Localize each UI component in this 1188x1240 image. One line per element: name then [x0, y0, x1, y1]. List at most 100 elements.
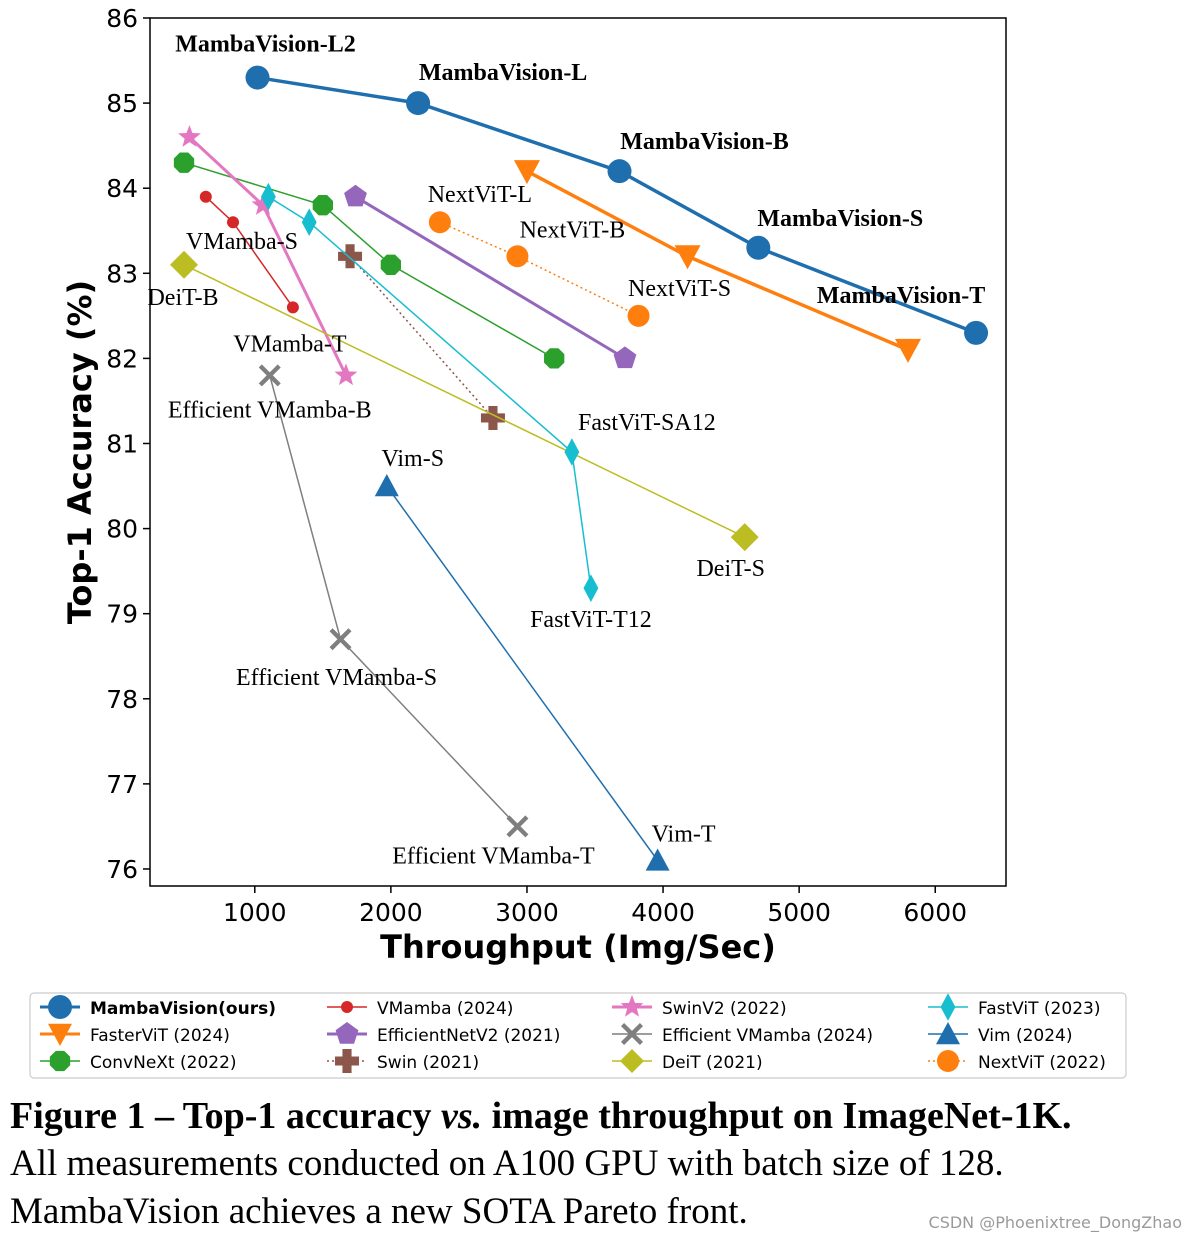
data-point: [312, 195, 333, 216]
series-line: [267, 196, 592, 589]
point-label: MambaVision-L: [419, 60, 587, 86]
legend-entry: FasterViT (2024): [40, 1023, 230, 1046]
y-axis-label: Top-1 Accuracy (%): [61, 280, 99, 624]
y-tick-label: 78: [106, 685, 138, 714]
data-point: [627, 304, 650, 327]
x-axis: 1000 2000 3000 4000 5000 6000: [223, 886, 967, 927]
accuracy-throughput-chart: 1000 2000 3000 4000 5000 6000 76 77 78 79 80 81 82 8…: [29, 4, 1127, 1079]
legend-marker: [940, 993, 956, 1021]
legend-label: SwinV2 (2022): [662, 999, 787, 1019]
legend-marker: [48, 1023, 72, 1046]
x-tick-label: 5000: [767, 898, 831, 927]
data-point: [513, 160, 540, 185]
data-point: [506, 815, 529, 838]
point-label: Efficient VMamba-T: [392, 843, 595, 869]
series-3: [199, 190, 299, 314]
data-point: [338, 244, 363, 269]
legend-marker: [341, 1001, 353, 1013]
data-point: [344, 184, 367, 207]
point-label: MambaVision-S: [757, 206, 923, 232]
series-line: [349, 255, 494, 419]
point-label: NextViT-B: [520, 217, 626, 243]
y-tick-label: 82: [106, 344, 138, 373]
x-tick-label: 1000: [223, 898, 287, 927]
legend-marker: [335, 1022, 359, 1044]
legend-marker: [936, 1022, 960, 1045]
data-point: [260, 182, 276, 211]
data-point: [406, 91, 431, 116]
series-6: [178, 125, 358, 386]
data-point: [544, 348, 565, 369]
point-label: NextViT-L: [428, 182, 532, 208]
data-point: [380, 254, 402, 275]
series-9: [260, 182, 599, 602]
x-tick-label: 6000: [903, 898, 967, 927]
data-point: [286, 301, 299, 314]
data-point: [178, 125, 201, 147]
legend-entry: NextViT (2022): [928, 1050, 1106, 1073]
data-point: [583, 574, 599, 602]
data-point: [964, 320, 989, 345]
x-tick-label: 3000: [495, 898, 559, 927]
series-10: [374, 474, 670, 871]
legend-label: Vim (2024): [978, 1026, 1072, 1046]
legend-marker: [48, 995, 72, 1019]
series-1: [513, 160, 922, 363]
legend-entry: EfficientNetV2 (2021): [327, 1022, 560, 1046]
legend-label: FasterViT (2024): [90, 1026, 230, 1046]
data-point: [301, 208, 317, 237]
point-label: Vim-S: [382, 446, 445, 472]
y-tick-label: 79: [106, 600, 138, 629]
point-label: DeiT-B: [147, 285, 218, 311]
y-tick-label: 77: [106, 770, 138, 799]
caption-title: Figure 1 – Top-1 accuracy vs. image thro…: [10, 1092, 1180, 1140]
point-label: Efficient VMamba-S: [236, 665, 437, 691]
x-tick-label: 2000: [359, 898, 423, 927]
legend-entry: Efficient VMamba (2024): [612, 1023, 873, 1046]
series-line: [183, 161, 555, 360]
data-point: [746, 235, 771, 260]
series-11: [428, 211, 650, 327]
legend-marker: [621, 1023, 643, 1045]
data-point: [674, 245, 701, 270]
legend-label: EfficientNetV2 (2021): [377, 1026, 560, 1046]
figure-caption: Figure 1 – Top-1 accuracy vs. image thro…: [10, 1092, 1180, 1236]
point-label: FastViT-SA12: [578, 410, 716, 436]
series-0: [245, 65, 989, 345]
legend-label: Swin (2021): [377, 1053, 479, 1073]
legend-marker: [335, 1049, 359, 1073]
y-tick-label: 83: [106, 259, 138, 288]
legend-marker: [620, 995, 644, 1017]
y-tick-label: 80: [106, 515, 138, 544]
data-point: [428, 211, 451, 234]
data-point: [895, 338, 922, 363]
caption-line-3: MambaVision achieves a new SOTA Pareto f…: [10, 1191, 748, 1232]
point-label: MambaVision-B: [620, 129, 788, 155]
legend-entry: Swin (2021): [327, 1049, 479, 1073]
data-point: [564, 438, 580, 466]
series-layer: [170, 65, 989, 871]
legend-marker: [49, 1050, 71, 1072]
point-label: MambaVision-T: [817, 283, 985, 309]
y-tick-label: 85: [106, 89, 138, 118]
legend: MambaVision(ours) FasterViT (2024) ConvNeX…: [40, 993, 1106, 1073]
data-point: [227, 216, 240, 229]
legend-entry: SwinV2 (2022): [612, 995, 787, 1019]
data-point: [329, 628, 352, 651]
legend-marker: [620, 1049, 644, 1073]
point-label: MambaVision-L2: [175, 32, 355, 58]
caption-title-text: Figure 1 – Top-1 accuracy vs. image thro…: [10, 1095, 1072, 1137]
legend-entry: DeiT (2021): [612, 1049, 763, 1073]
series-line: [386, 485, 659, 861]
data-point: [170, 250, 199, 279]
watermark: CSDN @Phoenixtree_DongZhao: [928, 1213, 1182, 1232]
legend-entry: VMamba (2024): [327, 999, 513, 1019]
data-point: [730, 523, 759, 552]
data-point: [199, 190, 212, 203]
point-label: Vim-T: [652, 821, 716, 847]
y-tick-label: 81: [106, 429, 138, 458]
caption-line-2: All measurements conducted on A100 GPU w…: [10, 1143, 1004, 1184]
data-point: [258, 364, 281, 387]
point-label: FastViT-T12: [530, 607, 652, 633]
legend-entry: ConvNeXt (2022): [40, 1050, 237, 1073]
